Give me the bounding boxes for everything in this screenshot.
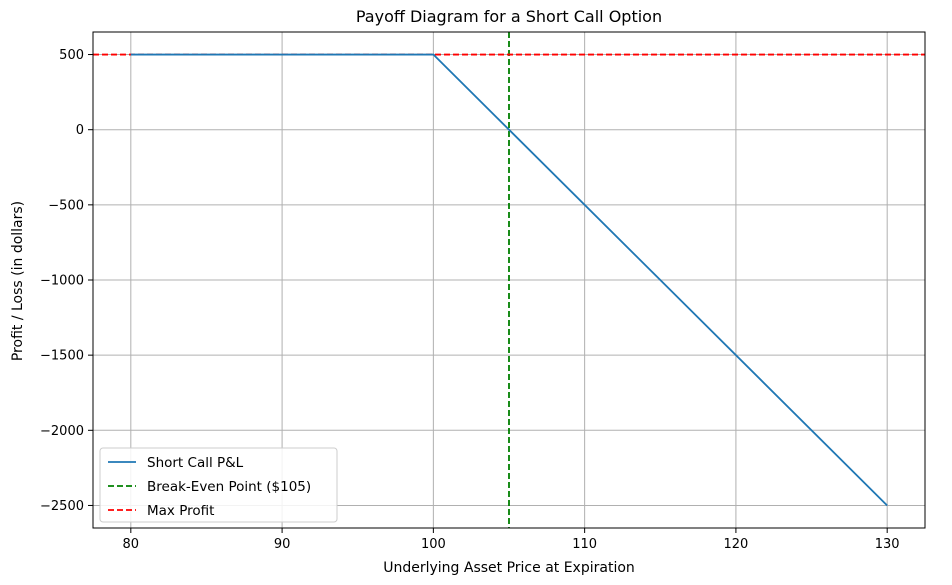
data-series [130, 53, 888, 507]
axis-ticks: 80 90 100 110 120 130 500 0 −500 −1000 −1500 −2000 −… [40, 48, 900, 552]
legend-box [99, 447, 338, 523]
y-tick-label: 500 [59, 48, 84, 63]
y-tick-label: −2500 [40, 499, 84, 514]
y-tick-label: −1500 [40, 349, 84, 364]
legend-label: Break-Even Point ($105) [147, 479, 311, 495]
x-tick-label: 130 [875, 537, 900, 552]
y-tick-label: −1000 [40, 274, 84, 289]
y-tick-label: 0 [76, 123, 84, 138]
series-line-short-call [130, 53, 888, 507]
x-tick-label: 120 [723, 537, 748, 552]
legend-label: Short Call P&L [147, 455, 244, 471]
x-tick-label: 100 [421, 537, 446, 552]
x-axis-title: Underlying Asset Price at Expiration [383, 560, 635, 576]
chart-title: Payoff Diagram for a Short Call Option [356, 7, 662, 26]
x-tick-label: 110 [572, 537, 597, 552]
y-tick-label: −500 [48, 198, 84, 213]
y-axis-title: Profit / Loss (in dollars) [10, 201, 26, 361]
x-tick-label: 80 [123, 537, 140, 552]
y-tick-label: −2000 [40, 424, 84, 439]
legend: Short Call P&L Break-Even Point ($105) Max… [99, 447, 338, 523]
x-tick-label: 90 [274, 537, 291, 552]
legend-label: Max Profit [147, 503, 214, 519]
